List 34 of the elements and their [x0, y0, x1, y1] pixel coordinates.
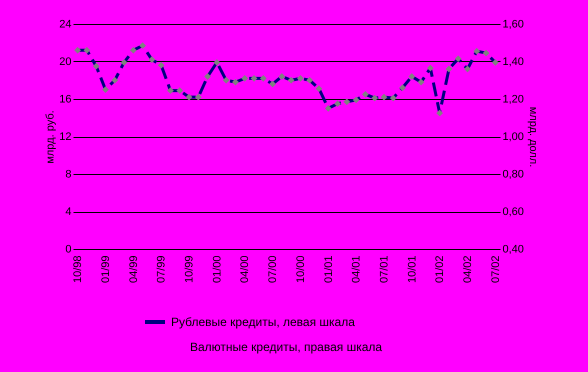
- x-tick-label: 10/01: [406, 256, 418, 284]
- legend-label: Рублевые кредиты, левая шкала: [171, 315, 356, 329]
- x-tick-label: 01/02: [434, 256, 446, 284]
- y2-tick-label: 1,40: [502, 56, 524, 68]
- y2-axis-title: млрд. долл.: [526, 106, 539, 168]
- x-tick-label: 10/98: [72, 256, 84, 284]
- y-tick-label: 8: [65, 168, 72, 180]
- x-tick-label: 04/01: [350, 256, 363, 284]
- x-tick-label: 07/99: [156, 256, 168, 284]
- x-tick-label: 07/01: [378, 256, 390, 284]
- x-tick-label: 01/01: [322, 256, 335, 284]
- y2-tick-label: 0,40: [502, 244, 524, 256]
- y2-tick-label: 1,60: [502, 18, 524, 30]
- y-tick-label: 20: [59, 56, 72, 68]
- y2-tick-label: 0,80: [502, 168, 524, 180]
- y-axis-title: млрд. руб.: [44, 110, 56, 164]
- x-tick-label: 01/99: [100, 256, 112, 284]
- y-tick-label: 4: [65, 206, 72, 218]
- y-tick-label: 0: [65, 244, 72, 256]
- x-tick-label: 04/02: [462, 256, 474, 284]
- text: Валютные кредиты, правая шкала: [190, 340, 382, 354]
- x-tick-label: 04/99: [128, 256, 140, 284]
- y-tick-label: 24: [59, 18, 72, 30]
- x-tick-label: 01/00: [211, 256, 224, 284]
- x-tick-label: 04/00: [239, 256, 252, 284]
- y-tick-label: 16: [59, 94, 72, 106]
- y2-tick-label: 1,20: [502, 94, 524, 106]
- x-tick-label: 10/99: [184, 256, 196, 284]
- x-tick-label: 07/00: [267, 256, 280, 284]
- y2-tick-label: 1,00: [502, 131, 524, 143]
- x-tick-label: 10/00: [294, 256, 307, 284]
- y-tick-label: 12: [59, 131, 72, 143]
- y2-tick-label: 0,60: [502, 206, 524, 218]
- x-tick-label: 07/02: [490, 256, 502, 284]
